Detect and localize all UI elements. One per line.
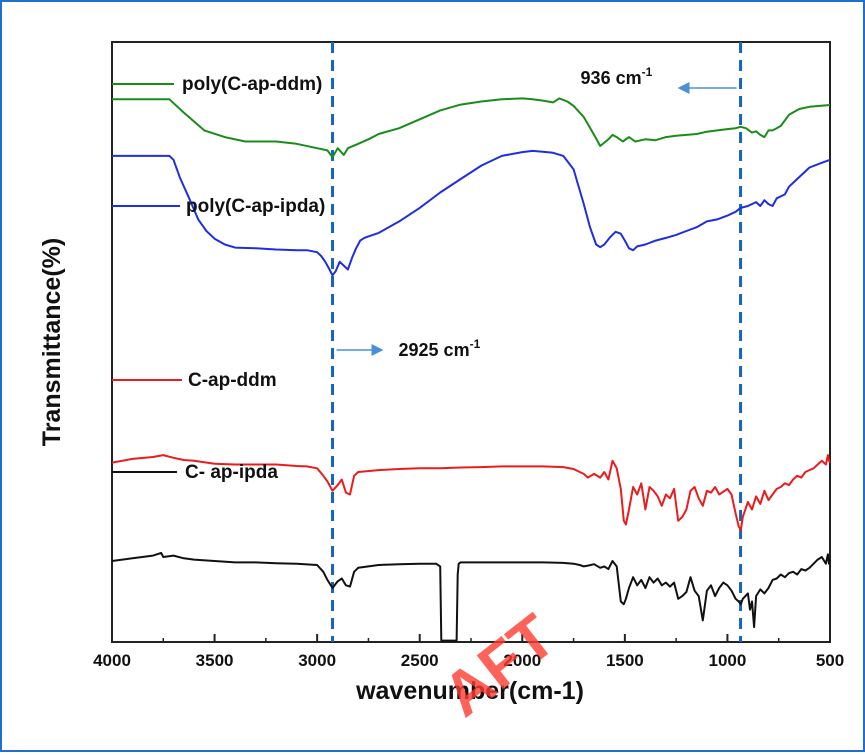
x-tick-label: 1000 (709, 651, 747, 670)
spectra-series (111, 97, 831, 642)
series-label: C-ap-ddm (188, 370, 277, 391)
annotation-superscript: -1 (470, 337, 481, 351)
annotation-label: 936 cm-1 (581, 65, 653, 88)
x-tick-label: 4000 (93, 651, 131, 670)
annotation-superscript: -1 (642, 65, 653, 79)
x-tick-label: 2500 (401, 651, 439, 670)
x-tick-label: 500 (816, 651, 844, 670)
watermark-text: AFT (431, 601, 569, 730)
series-line (112, 149, 831, 277)
annotation-label: 2925 cm-1 (399, 337, 481, 360)
peak-annotations: 2925 cm-1 936 cm-1 (336, 65, 737, 360)
x-tick-label: 3000 (298, 651, 336, 670)
x-axis-ticks: 4000 3500 3000 2500 2000 1500 1000 500 (93, 634, 844, 670)
y-axis-title: Transmittance(%) (38, 238, 66, 446)
series-labels: poly(C-ap-ddm) poly(C-ap-ipda) C-ap-ddm C- … (112, 74, 325, 483)
reference-lines (331, 42, 743, 642)
series-label: C- ap-ipda (185, 462, 278, 483)
x-tick-label: 1500 (606, 651, 644, 670)
series-line (111, 551, 831, 642)
series-line (112, 97, 831, 159)
x-axis-title: wavenumber(cm-1) (355, 677, 584, 705)
x-tick-label: 3500 (196, 651, 234, 670)
x-tick-label: 2000 (503, 651, 541, 670)
series-label: poly(C-ap-ddm) (182, 74, 322, 95)
series-line (111, 454, 831, 532)
series-label: poly(C-ap-ipda) (186, 196, 325, 217)
